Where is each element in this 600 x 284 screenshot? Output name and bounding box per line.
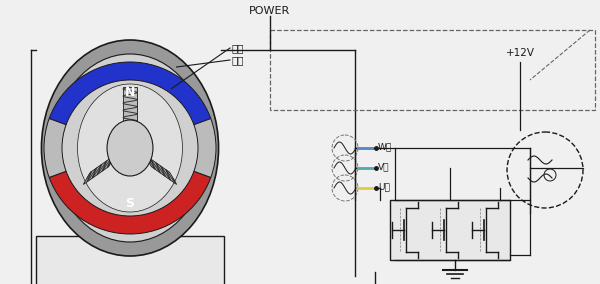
Text: N: N [125,85,135,99]
Text: U相: U相 [378,183,390,191]
Text: +12V: +12V [505,48,535,58]
Wedge shape [49,62,211,125]
Polygon shape [83,154,116,185]
Text: 转子: 转子 [232,43,245,53]
Text: W相: W相 [378,143,392,151]
Wedge shape [49,171,211,234]
Ellipse shape [41,40,218,256]
Ellipse shape [107,120,153,176]
Ellipse shape [53,54,207,242]
Ellipse shape [77,84,182,212]
Wedge shape [194,119,216,178]
Text: POWER: POWER [250,6,290,16]
Bar [270,30,595,110]
Bar [390,200,510,260]
Text: 定子: 定子 [232,55,245,65]
Polygon shape [145,154,176,185]
Wedge shape [44,119,66,178]
Text: V相: V相 [378,162,389,172]
Polygon shape [123,87,137,123]
Text: S: S [125,197,134,210]
Bar [37,236,224,284]
